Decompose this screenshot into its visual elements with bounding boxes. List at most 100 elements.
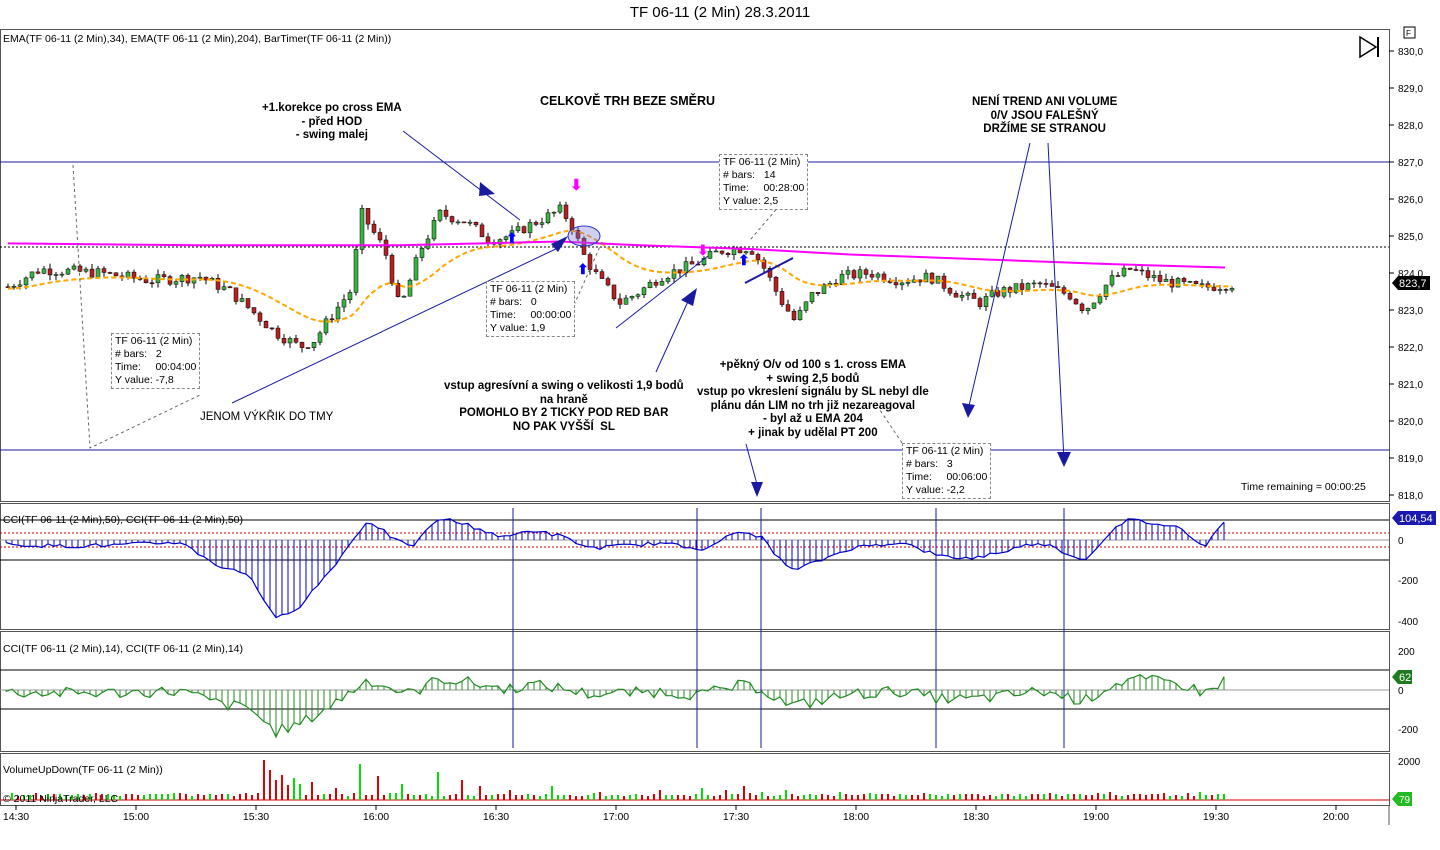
candle <box>593 264 599 275</box>
candle <box>905 278 911 287</box>
time-tick-label: 18:00 <box>843 811 869 823</box>
cci50-value: 104,54 <box>1399 513 1433 525</box>
candle <box>527 219 533 239</box>
time-tick-label: 17:00 <box>603 811 629 823</box>
candle <box>749 249 755 255</box>
candle <box>467 219 473 226</box>
copyright-label: © 2011 NinjaTrader, LLC <box>3 793 119 805</box>
measure-tooltip[interactable]: TF 06-11 (2 Min) # bars: 2 Time: 00:04:0… <box>111 333 201 389</box>
cci14-tick-label: 200 <box>1398 647 1415 658</box>
candle <box>347 289 353 304</box>
candle <box>437 209 443 223</box>
candle <box>671 264 677 284</box>
leader-line <box>749 204 781 241</box>
candle <box>557 201 563 214</box>
candle <box>707 248 713 260</box>
candle <box>419 247 425 262</box>
price-tick-label: 820,0 <box>1398 417 1423 428</box>
vertical-markers <box>512 508 1065 748</box>
candle <box>623 295 629 305</box>
volume-tick-label: 2000 <box>1398 757 1421 768</box>
candle <box>107 271 113 275</box>
annotation-nice-ov: +pěkný O/v od 100 s 1. cross EMA + swing… <box>697 359 929 439</box>
ema34-line <box>7 229 1232 323</box>
candle <box>545 208 551 225</box>
arrowhead-icon <box>751 482 763 497</box>
candle <box>611 284 617 301</box>
candle <box>509 225 515 239</box>
candle <box>533 220 539 227</box>
candle <box>959 291 965 302</box>
candle <box>443 205 449 220</box>
candle <box>257 311 263 326</box>
candle <box>761 257 767 274</box>
candle <box>1043 278 1049 288</box>
candle <box>599 269 605 280</box>
cci50-axis: 0 -200 -400 <box>1398 536 1418 628</box>
candle <box>1229 286 1235 293</box>
trend-drawings[interactable] <box>231 130 1065 489</box>
time-tick-label: 14:30 <box>3 811 29 823</box>
toolbar-f-button[interactable] <box>1403 26 1416 39</box>
candle <box>1163 273 1169 282</box>
volume-value: 79 <box>1399 795 1411 806</box>
candle <box>701 256 707 267</box>
candle <box>1187 280 1193 283</box>
candle <box>995 287 1001 298</box>
candle <box>71 263 77 271</box>
candle <box>797 306 803 321</box>
sell-signal-icon: ⬇ <box>697 242 709 258</box>
candle <box>743 250 749 255</box>
candle <box>1121 265 1127 278</box>
candle <box>245 298 251 310</box>
candle <box>275 325 281 341</box>
candle <box>893 277 899 289</box>
candle <box>551 211 557 217</box>
cci14-histogram <box>5 674 1225 739</box>
candle <box>1115 272 1121 277</box>
candle <box>653 279 659 288</box>
leader-line <box>72 164 201 449</box>
cci50-tick-label: 0 <box>1398 536 1404 547</box>
measure-tooltip[interactable]: TF 06-11 (2 Min) # bars: 3 Time: 00:06:0… <box>902 443 992 499</box>
candle <box>143 275 149 284</box>
candle <box>965 291 971 301</box>
measure-tooltip[interactable]: TF 06-11 (2 Min) # bars: 14 Time: 00:28:… <box>719 154 809 210</box>
measure-tooltip[interactable]: TF 06-11 (2 Min) # bars: 0 Time: 00:00:0… <box>486 281 576 337</box>
candle <box>233 287 239 305</box>
scroll-to-end-icon[interactable] <box>1359 35 1379 59</box>
candle <box>983 293 989 311</box>
candle <box>1067 291 1073 301</box>
candle <box>539 217 545 228</box>
candle <box>239 293 245 303</box>
candle <box>635 293 641 300</box>
highlight-ellipse[interactable] <box>567 225 601 247</box>
candle <box>1103 284 1109 301</box>
candle <box>1109 270 1115 288</box>
candle <box>473 221 479 228</box>
candle <box>47 263 53 281</box>
candle <box>263 320 269 329</box>
candle <box>851 268 857 281</box>
candle <box>83 267 89 274</box>
candle <box>857 265 863 283</box>
arrowhead-icon <box>962 403 975 418</box>
time-remaining-label: Time remaining = 00:00:25 <box>1241 481 1366 493</box>
candle <box>605 276 611 287</box>
cci50-panel-label: CCI(TF 06-11 (2 Min),50), CCI(TF 06-11 (… <box>3 514 243 526</box>
candle <box>929 272 935 285</box>
candle <box>461 221 467 224</box>
candle <box>977 296 983 310</box>
last-price-value: 823,7 <box>1399 278 1427 290</box>
candle <box>725 251 731 258</box>
candle <box>521 225 527 234</box>
annotation-arrow-line <box>1047 142 1065 461</box>
candle <box>29 271 35 281</box>
candle <box>383 235 389 260</box>
candle <box>317 330 323 346</box>
candle <box>449 215 455 225</box>
candle <box>35 268 41 275</box>
ema204-line <box>7 240 1226 269</box>
trend-line <box>744 257 794 284</box>
